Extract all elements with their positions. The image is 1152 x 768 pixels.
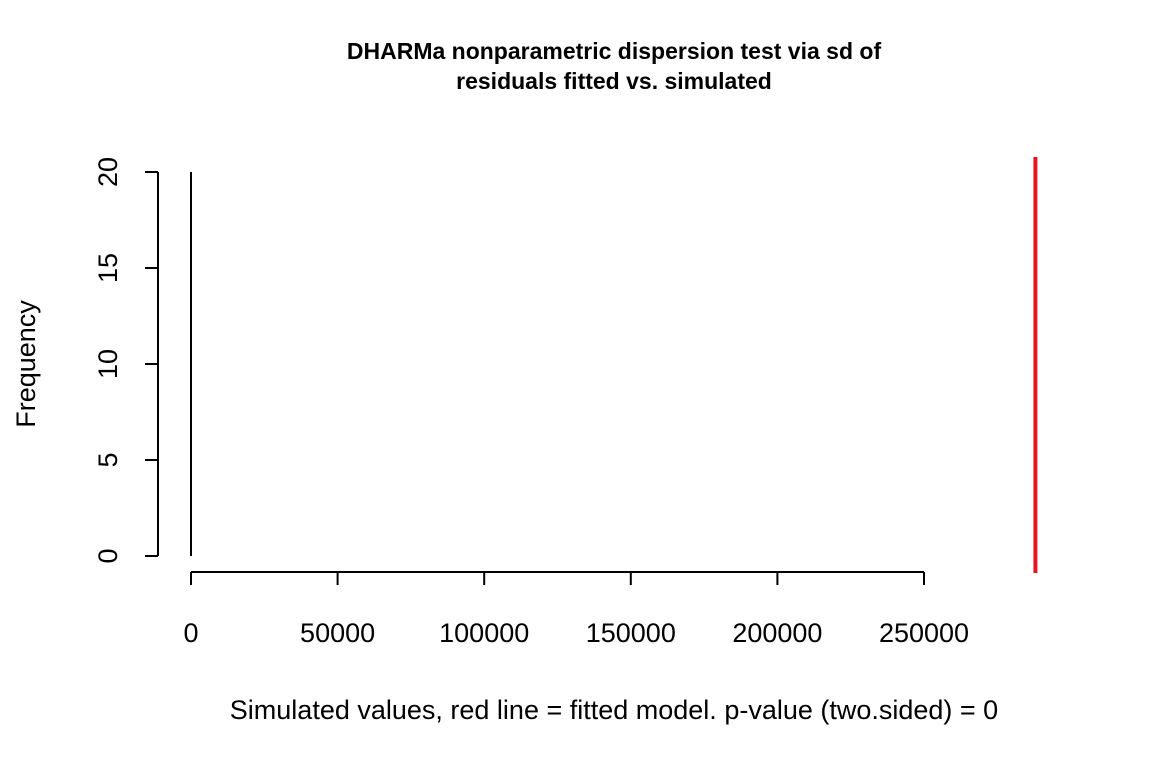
x-tick-label: 0 (183, 618, 198, 648)
x-tick-label: 250000 (879, 618, 969, 648)
y-tick-label: 20 (93, 157, 123, 187)
x-tick-label: 150000 (586, 618, 676, 648)
x-tick-label: 200000 (732, 618, 822, 648)
x-axis: 0 50000 100000 150000 200000 250000 (183, 571, 969, 648)
y-tick-label: 0 (93, 548, 123, 563)
chart-title-line-2: residuals fitted vs. simulated (456, 68, 772, 94)
y-tick-label: 10 (93, 349, 123, 379)
y-tick-label: 5 (93, 452, 123, 467)
x-tick-label: 50000 (300, 618, 375, 648)
y-tick-label: 15 (93, 253, 123, 283)
x-axis-label: Simulated values, red line = fitted mode… (230, 695, 998, 725)
x-tick-label: 100000 (439, 618, 529, 648)
y-axis-label: Frequency (11, 300, 41, 428)
y-axis: 0 5 10 15 20 (93, 157, 159, 564)
chart-title-line-1: DHARMa nonparametric dispersion test via… (347, 38, 882, 64)
